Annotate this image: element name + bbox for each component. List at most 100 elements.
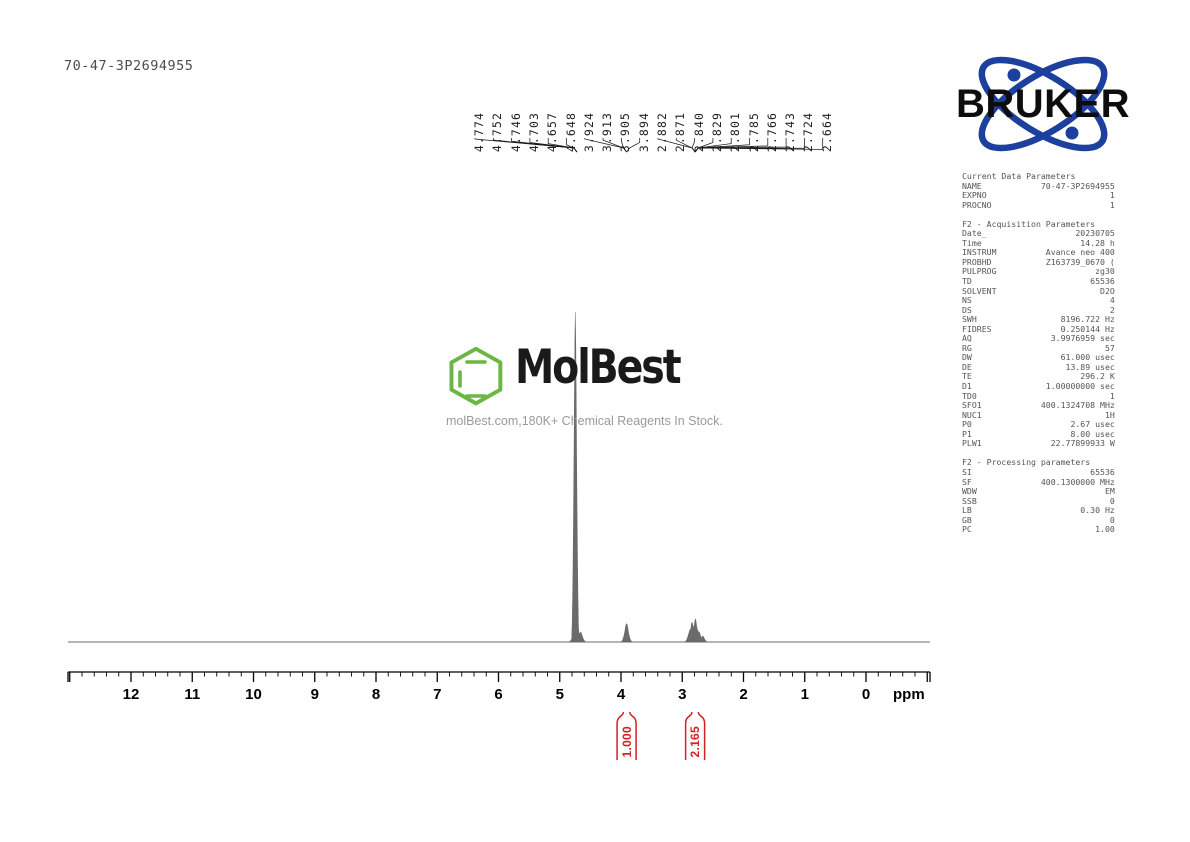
- peak-label: 2.743: [783, 111, 798, 152]
- axis-tick-label: 8: [371, 686, 381, 703]
- peak-label: 4.752: [490, 111, 505, 152]
- spectrum-peak: [576, 635, 587, 643]
- watermark-tagline: molBest.com,180K+ Chemical Reagents In S…: [446, 414, 723, 428]
- spectrum-peak: [575, 631, 586, 643]
- axis-tick-label: 3: [678, 686, 687, 703]
- parameter-row: TD 65536: [962, 276, 1115, 287]
- parameter-row: DS 2: [962, 304, 1115, 315]
- parameter-row: TD0 1: [962, 390, 1115, 401]
- peak-label: 4.648: [563, 111, 578, 152]
- parameter-row: PLW1 22.77899933 W: [962, 438, 1115, 449]
- parameter-row: P1 8.00 usec: [962, 428, 1115, 439]
- parameter-row: SF 400.1300000 MHz: [962, 476, 1115, 487]
- integral-value: 2.165: [688, 726, 703, 758]
- ppm-axis: ppm 12 11 10 9 8 7 6 5 4 3 2 1 0: [0, 660, 1190, 720]
- parameter-row: SOLVENT D2O: [962, 285, 1115, 296]
- peak-label: 3.924: [581, 111, 596, 152]
- peak-label: 4.657: [545, 111, 560, 152]
- parameter-row: RG 57: [962, 342, 1115, 353]
- peak-label: 4.703: [526, 111, 541, 152]
- parameter-row: EXPNO 1: [962, 190, 1115, 201]
- spectrum-peak: [572, 628, 584, 643]
- spectrum-peak: [697, 635, 708, 643]
- axis-tick-label: 1: [800, 686, 809, 703]
- parameter-section-title: F2 - Acquisition Parameters: [962, 218, 1096, 229]
- parameter-row: Date_ 20230705: [962, 228, 1115, 239]
- peak-label: 3.894: [636, 111, 651, 152]
- spectrum-peak: [691, 626, 702, 643]
- bruker-wordmark: BRUKER: [956, 82, 1130, 126]
- peak-label: 3.905: [618, 111, 633, 152]
- parameter-row: D1 1.00000000 sec: [962, 381, 1115, 392]
- axis-tick-label: 7: [433, 686, 442, 703]
- axis-tick-label: 11: [184, 686, 201, 703]
- spectrum-peak: [689, 625, 700, 643]
- axis-tick-label: 2: [739, 686, 748, 703]
- spectrum-peak: [687, 624, 698, 643]
- peak-label: 4.746: [508, 111, 523, 152]
- peak-label: 2.801: [728, 111, 743, 152]
- integral-value: 1.000: [619, 726, 634, 758]
- parameter-row: P0 2.67 usec: [962, 419, 1115, 430]
- watermark-wordmark: MolBest: [515, 340, 682, 395]
- parameter-section-title: F2 - Processing parameters: [962, 457, 1091, 468]
- spectrum-peak: [620, 630, 631, 643]
- axis-tick-label: 4: [616, 686, 626, 703]
- parameter-row: NUC1 1H: [962, 409, 1115, 420]
- peak-label: 2.829: [709, 111, 724, 152]
- atom-orbital-icon: [978, 56, 1108, 152]
- parameter-row: LB 0.30 Hz: [962, 505, 1115, 516]
- peak-label: 2.871: [673, 111, 688, 152]
- axis-tick-label: 6: [494, 686, 503, 703]
- axis-unit-label: ppm: [893, 686, 925, 703]
- spectrum-peak: [569, 625, 581, 643]
- hexagon-icon: [449, 346, 503, 406]
- peak-label: 2.785: [746, 111, 761, 152]
- molbest-watermark: MolBest molBest.com,180K+ Chemical Reage…: [443, 340, 753, 438]
- parameter-row: PULPROG zg30: [962, 266, 1115, 277]
- peak-label: 2.840: [691, 111, 706, 152]
- parameter-row: SI 65536: [962, 466, 1115, 477]
- parameter-row: PC 1.00: [962, 524, 1115, 535]
- spectrum-peak: [692, 630, 704, 643]
- parameter-block: Current Data Parameters NAME 70-47-3P2694…: [962, 171, 1142, 535]
- spectrum-peak: [694, 631, 705, 643]
- bruker-logo: BRUKER: [956, 56, 1130, 152]
- parameter-row: NAME 70-47-3P2694955: [962, 180, 1115, 191]
- parameter-row: SWH 8196.722 Hz: [962, 314, 1115, 325]
- peak-label: 4.774: [472, 111, 486, 152]
- peak-label: 3.913: [600, 111, 615, 152]
- spectrum-peak: [621, 623, 632, 643]
- parameter-row: SSB 0: [962, 495, 1115, 506]
- parameter-row: WDW EM: [962, 486, 1115, 497]
- parameter-row: TE 296.2 K: [962, 371, 1115, 382]
- spectrum-peak: [622, 630, 633, 643]
- spectrum-peak: [621, 623, 632, 643]
- spectrum-peak: [568, 635, 579, 643]
- parameter-section-title: Current Data Parameters: [962, 171, 1076, 181]
- axis-tick-label: 10: [245, 686, 262, 703]
- parameter-row: AQ 3.9976959 sec: [962, 333, 1115, 344]
- spectrum-peak: [685, 629, 696, 643]
- spectrum-peak: [686, 621, 698, 643]
- integral-group: 1.000 2.165: [0, 700, 1190, 780]
- page-title: 70-47-3P2694955: [64, 58, 194, 74]
- parameter-row: INSTRUM Avance neo 400: [962, 247, 1115, 258]
- axis-tick-label: 12: [122, 686, 140, 703]
- parameter-row: PROBHD Z163739_0670 (: [962, 256, 1115, 267]
- axis-tick-label: 5: [555, 686, 564, 703]
- peak-label: 2.724: [801, 111, 816, 152]
- parameter-row: Time 14.28 h: [962, 237, 1115, 248]
- axis-tick-label: 9: [310, 686, 319, 703]
- spectrum-peak: [684, 631, 695, 643]
- peak-label: 2.664: [819, 111, 834, 152]
- parameter-row: NS 4: [962, 295, 1115, 306]
- spectrum-peak: [690, 618, 701, 643]
- peak-label: 2.882: [655, 111, 669, 152]
- peak-label: 2.766: [764, 111, 779, 152]
- peak-label-group: 4.774 4.752 4.746 4.703 4.657 4.648 3.924 3.913…: [470, 62, 840, 152]
- parameter-row: SFO1 400.1324708 MHz: [962, 400, 1115, 411]
- parameter-row: DW 61.000 usec: [962, 352, 1115, 363]
- parameter-row: PROCNO 1: [962, 199, 1115, 210]
